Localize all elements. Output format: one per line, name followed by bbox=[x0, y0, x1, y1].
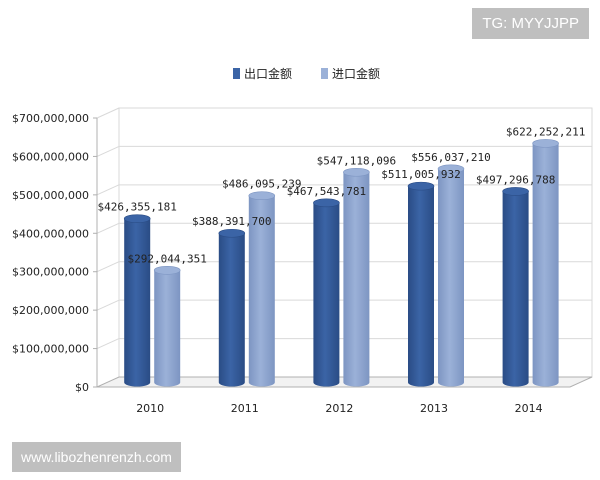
bar-import-2013 bbox=[437, 164, 465, 387]
gridline-depth bbox=[96, 184, 120, 196]
data-label-import-2013: $556,037,210 bbox=[411, 151, 490, 164]
legend-label-import: 进口金额 bbox=[332, 66, 380, 81]
x-axis: 2010 2011 2012 2013 2014 bbox=[136, 402, 542, 415]
bar-export-2011 bbox=[218, 228, 246, 387]
bar-export-2010 bbox=[123, 214, 151, 387]
bar-export-2013 bbox=[407, 181, 435, 387]
data-label-export-2014: $497,296,788 bbox=[476, 173, 555, 186]
bar-import-2010 bbox=[153, 265, 181, 387]
y-tick-label: $100,000,000 bbox=[12, 343, 89, 356]
data-label-import-2011: $486,095,239 bbox=[222, 178, 301, 191]
gridline-depth bbox=[96, 107, 120, 119]
data-label-import-2012: $547,118,096 bbox=[317, 154, 396, 167]
y-tick-label: $200,000,000 bbox=[12, 304, 89, 317]
x-tick-label-2010: 2010 bbox=[136, 402, 164, 415]
y-tick-label: $300,000,000 bbox=[12, 266, 89, 279]
data-label-export-2012: $467,543,781 bbox=[287, 185, 366, 198]
data-label-export-2011: $388,391,700 bbox=[192, 215, 271, 228]
x-tick-label-2012: 2012 bbox=[325, 402, 353, 415]
data-label-import-2014: $622,252,211 bbox=[506, 125, 585, 138]
gridline-depth bbox=[96, 145, 120, 157]
gridline-depth bbox=[96, 261, 120, 273]
legend-swatch-import bbox=[321, 68, 328, 79]
y-tick-label: $700,000,000 bbox=[12, 112, 89, 125]
y-tick-label: $600,000,000 bbox=[12, 150, 89, 163]
gridline-depth bbox=[96, 299, 120, 311]
bars bbox=[123, 139, 559, 387]
data-label-import-2010: $292,044,351 bbox=[127, 252, 206, 265]
watermark-bottom: www.libozhenrenzh.com bbox=[12, 442, 181, 472]
x-tick-label-2014: 2014 bbox=[515, 402, 543, 415]
y-axis: $0 $100,000,000 $200,000,000 $300,000,000 $4… bbox=[12, 112, 98, 394]
bar-import-2011 bbox=[248, 191, 276, 387]
legend-label-export: 出口金额 bbox=[244, 66, 292, 81]
gridline-depth bbox=[96, 222, 120, 234]
x-tick-label-2013: 2013 bbox=[420, 402, 448, 415]
bar-import-2014 bbox=[532, 139, 559, 387]
data-label-export-2010: $426,355,181 bbox=[97, 201, 176, 214]
data-labels: $426,355,181 $292,044,351 $388,391,700 $486… bbox=[97, 125, 585, 265]
bar-export-2012 bbox=[313, 198, 340, 387]
y-tick-label: $400,000,000 bbox=[12, 227, 89, 240]
gridline-depth bbox=[96, 338, 120, 350]
legend-swatch-export bbox=[233, 68, 240, 79]
bar-import-2012 bbox=[343, 167, 370, 387]
bar-export-2014 bbox=[502, 187, 529, 387]
data-label-export-2013: $511,005,932 bbox=[381, 168, 460, 181]
legend: 出口金额 进口金额 bbox=[233, 66, 380, 81]
y-tick-label: $500,000,000 bbox=[12, 189, 89, 202]
y-tick-label: $0 bbox=[75, 381, 89, 394]
watermark-top: TG: MYYJJPP bbox=[472, 8, 589, 39]
x-tick-label-2011: 2011 bbox=[231, 402, 259, 415]
